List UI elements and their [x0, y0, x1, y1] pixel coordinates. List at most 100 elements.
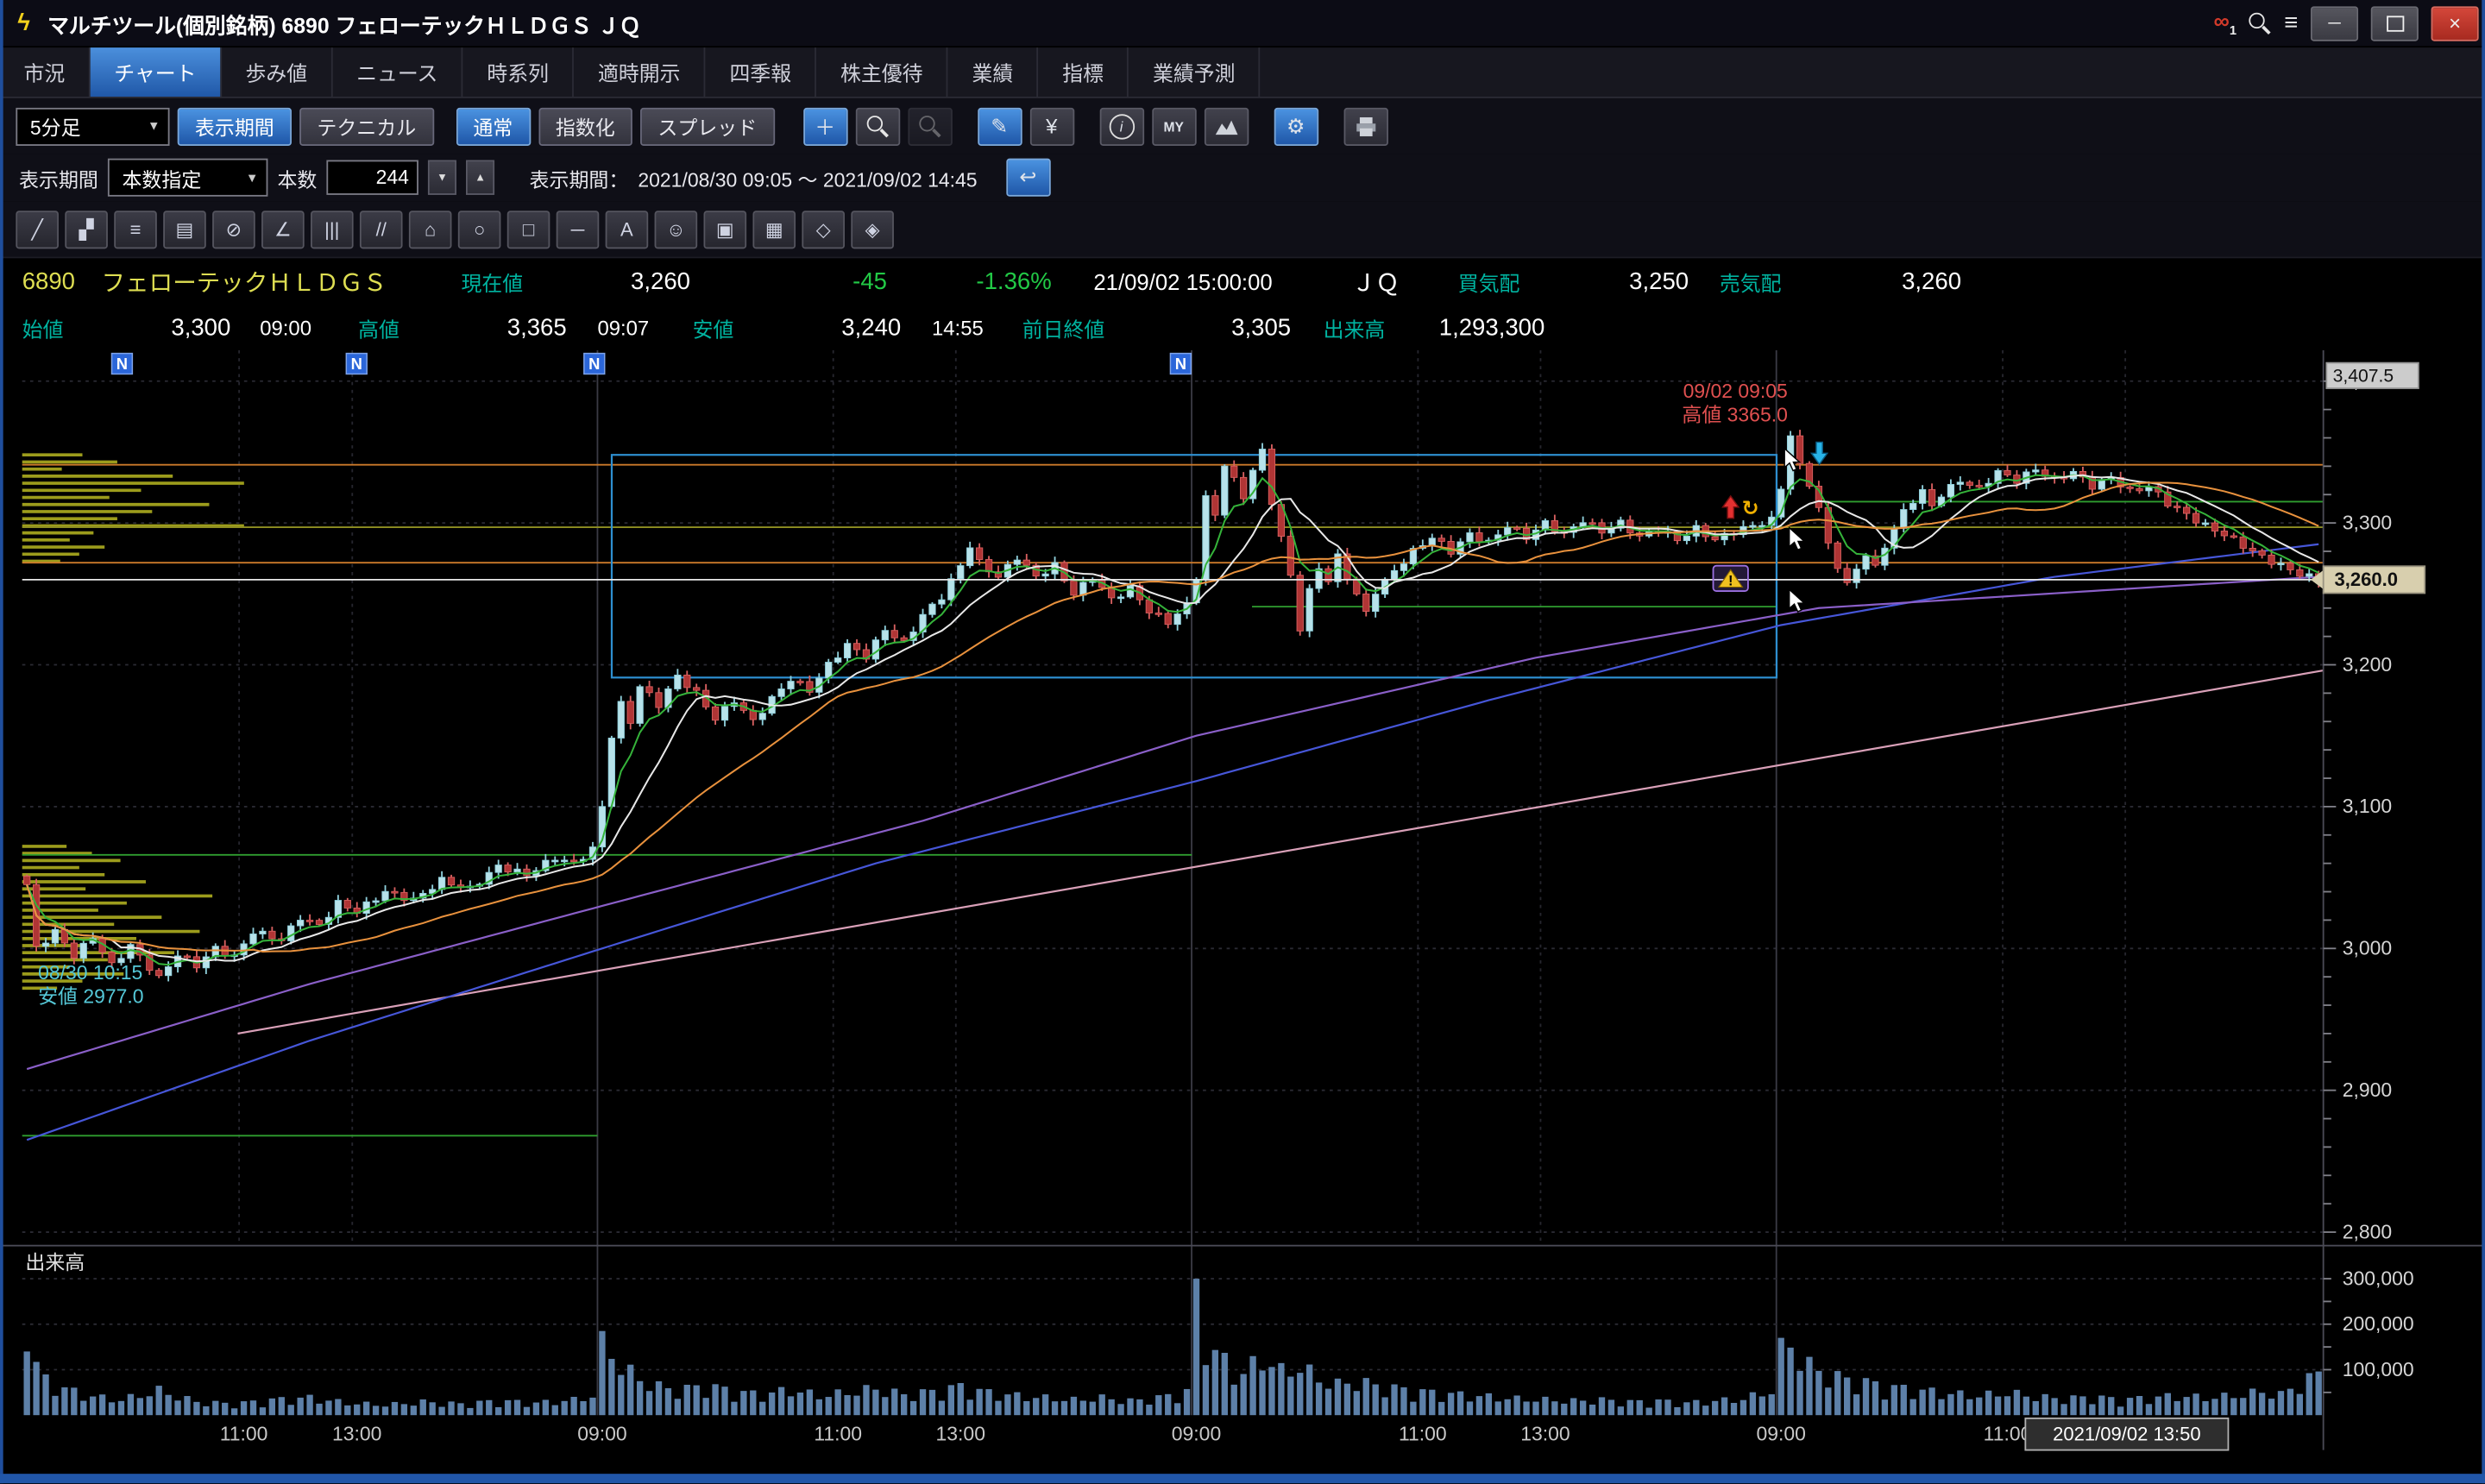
tab-disclosure[interactable]: 適時開示: [574, 47, 706, 97]
timeframe-select[interactable]: 5分足 ▼: [16, 106, 170, 146]
drawing-toolbar: ╱ ▞ ≡ ▤ ⊘ ∠ |||//⌂ ○ □ ─ A ☺ ▣ ▦ ◇ ◈: [0, 201, 2485, 259]
price-volume-chart[interactable]: 3,4003,3003,2003,1003,0002,9002,800300,0…: [0, 349, 2485, 1484]
angle-line-tool[interactable]: ∠: [261, 210, 305, 248]
zoom-in-button[interactable]: [855, 106, 900, 146]
normal-mode-button[interactable]: 通常: [456, 106, 531, 146]
pentagon-tool[interactable]: ⌂: [408, 210, 452, 248]
svg-text:3,100: 3,100: [2343, 795, 2392, 817]
icon-stamp-tool[interactable]: ☺: [654, 210, 698, 248]
price-change-percent: -1.36%: [976, 267, 1052, 295]
svg-text:13:00: 13:00: [332, 1423, 381, 1445]
free-pen-tool[interactable]: ▞: [65, 210, 108, 248]
tab-bar: 市況 チャート 歩み値 ニュース 時系列 適時開示 四季報 株主優待 業績 指標…: [0, 47, 2485, 98]
drawn-rectangle-annotation: [610, 454, 1778, 679]
high-time: 09:07: [597, 315, 650, 340]
svg-text:2021/09/02 13:50: 2021/09/02 13:50: [2053, 1424, 2201, 1445]
close-button[interactable]: ×: [2431, 5, 2479, 41]
horizontal-segment-tool[interactable]: ─: [556, 210, 600, 248]
horizontal-lines-tool[interactable]: ≡: [114, 210, 157, 248]
eraser-tool[interactable]: ◇: [802, 210, 845, 248]
stock-name: フェローテックＨＬＤＧＳ: [101, 269, 387, 297]
add-compare-button[interactable]: ＋: [802, 106, 847, 146]
yen-button[interactable]: ¥: [1029, 106, 1074, 146]
zoom-out-icon: [918, 115, 941, 137]
day-volume: 1,293,300: [1438, 313, 1545, 341]
tab-shareholder-benefit[interactable]: 株主優待: [816, 47, 948, 97]
tab-tick[interactable]: 歩み値: [222, 47, 333, 97]
maximize-button[interactable]: [2370, 5, 2419, 41]
fibonacci-arc-tool[interactable]: ⊘: [212, 210, 255, 248]
mouse-pointer-icon: [1784, 447, 1802, 472]
tab-indicators[interactable]: 指標: [1039, 47, 1129, 97]
tab-news[interactable]: ニュース: [333, 47, 463, 97]
technical-button[interactable]: テクニカル: [299, 106, 434, 146]
chevron-down-icon: ▼: [245, 170, 259, 185]
period-toolbar: 表示期間 本数指定 ▼ 本数 244 ▼ ▲ 表示期間： 2021/08/30 …: [0, 154, 2485, 202]
svg-text:N: N: [351, 355, 362, 373]
svg-text:2,900: 2,900: [2343, 1078, 2392, 1101]
printer-icon: [1356, 116, 1375, 136]
ma-long-purple: [26, 575, 2319, 1071]
tab-market[interactable]: 市況: [0, 47, 91, 97]
tab-chart[interactable]: チャート: [90, 47, 222, 97]
timeframe-value: 5分足: [29, 116, 81, 140]
candles: [23, 430, 2323, 982]
tab-performance[interactable]: 業績: [948, 47, 1039, 97]
quote-datetime: 21/09/02 15:00:00: [1093, 268, 1273, 294]
draw-pencil-button[interactable]: ✎: [977, 106, 1022, 146]
low-price: 3,240: [841, 313, 902, 341]
window-border-right: [2482, 0, 2485, 1484]
bar-count-input[interactable]: 244: [326, 160, 418, 195]
horizontal-lines-dense-tool[interactable]: ▤: [163, 210, 206, 248]
minimize-button[interactable]: ─: [2310, 5, 2359, 41]
tab-timeseries[interactable]: 時系列: [463, 47, 575, 97]
news-badge[interactable]: [583, 352, 606, 375]
copy-tool[interactable]: ▣: [703, 210, 747, 248]
current-price-tag: [2322, 565, 2426, 594]
reset-period-button[interactable]: ↩: [1005, 158, 1051, 197]
menu-icon[interactable]: ≡: [2284, 9, 2299, 37]
svg-text:08/30 10:15: 08/30 10:15: [38, 961, 142, 984]
ellipse-tool[interactable]: ○: [457, 210, 501, 248]
price-change: -45: [852, 267, 887, 295]
count-mode-value: 本数指定: [122, 168, 202, 192]
app-lightning-icon: ϟ: [17, 9, 30, 37]
bid-price: 3,250: [1629, 267, 1689, 295]
trend-line-tool[interactable]: ╱: [16, 210, 59, 248]
prev-close: 3,305: [1231, 313, 1292, 341]
news-badge[interactable]: [110, 352, 134, 375]
window-border-left: [0, 0, 3, 1484]
my-chart-button[interactable]: MY: [1151, 106, 1196, 146]
count-up-button[interactable]: ▲: [466, 160, 495, 195]
news-badge[interactable]: [345, 352, 368, 375]
zoom-out-button[interactable]: [907, 106, 953, 146]
indexed-mode-button[interactable]: 指数化: [538, 106, 632, 146]
news-badge[interactable]: [1169, 352, 1192, 375]
settings-wrench-button[interactable]: ⚙: [1273, 106, 1318, 146]
text-tool[interactable]: A: [605, 210, 649, 248]
search-icon[interactable]: [2249, 11, 2272, 35]
tab-forecast[interactable]: 業績予測: [1129, 47, 1261, 97]
vertical-lines-tool[interactable]: |||: [310, 210, 354, 248]
tab-shikiho[interactable]: 四季報: [706, 47, 817, 97]
parallel-lines-tool[interactable]: //: [359, 210, 403, 248]
display-period-button[interactable]: 表示期間: [177, 106, 292, 146]
svg-text:300,000: 300,000: [2343, 1267, 2414, 1289]
info-button[interactable]: i: [1098, 106, 1144, 146]
print-button[interactable]: [1343, 106, 1388, 146]
clear-object-tool[interactable]: ▦: [752, 210, 796, 248]
ma-mid: [26, 474, 2319, 963]
svg-text:200,000: 200,000: [2343, 1312, 2414, 1335]
chart-style-button[interactable]: [1204, 106, 1249, 146]
chart-area[interactable]: 3,4003,3003,2003,1003,0002,9002,800300,0…: [0, 349, 2485, 1484]
rectangle-tool[interactable]: □: [506, 210, 550, 248]
count-mode-select[interactable]: 本数指定 ▼: [107, 158, 268, 197]
link-icon[interactable]: ∞1: [2213, 8, 2237, 38]
crosshair-date-tooltip: [2024, 1417, 2230, 1451]
svg-text:11:00: 11:00: [814, 1423, 862, 1445]
spread-mode-button[interactable]: スプレッド: [640, 106, 775, 146]
count-down-button[interactable]: ▼: [427, 160, 457, 195]
eraser-all-tool[interactable]: ◈: [851, 210, 894, 248]
volume-label: 出来高: [1323, 317, 1386, 341]
